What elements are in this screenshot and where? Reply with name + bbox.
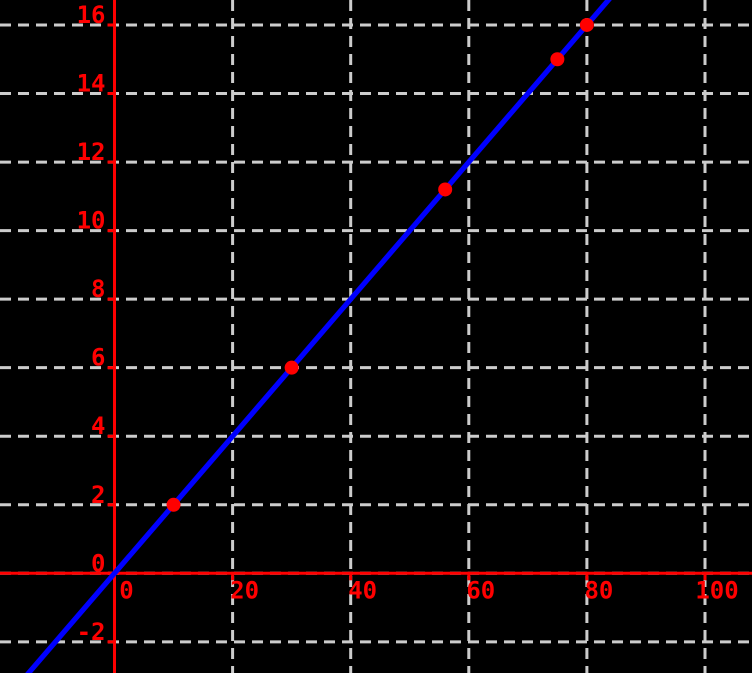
x-tick-label-100: 100 bbox=[695, 576, 738, 604]
y-tick-label-10: 10 bbox=[77, 207, 106, 235]
y-tick-label-2: 2 bbox=[91, 481, 105, 509]
y-tick-label-0: 0 bbox=[91, 549, 105, 577]
data-point-2 bbox=[438, 182, 453, 197]
y-tick-label-12: 12 bbox=[77, 138, 106, 166]
y-tick-label-8: 8 bbox=[91, 275, 105, 303]
x-tick-label-80: 80 bbox=[584, 576, 613, 604]
y-tick-label--2: -2 bbox=[77, 618, 106, 646]
data-point-1 bbox=[284, 360, 299, 375]
data-point-0 bbox=[166, 497, 181, 512]
y-tick-label-6: 6 bbox=[91, 344, 105, 372]
x-tick-label-0: 0 bbox=[119, 576, 133, 604]
y-tick-label-4: 4 bbox=[91, 412, 105, 440]
data-point-4 bbox=[579, 17, 594, 32]
y-tick-label-14: 14 bbox=[77, 70, 106, 98]
data-point-3 bbox=[550, 52, 565, 67]
x-tick-label-60: 60 bbox=[466, 576, 495, 604]
x-tick-label-40: 40 bbox=[348, 576, 377, 604]
y-tick-label-16: 16 bbox=[77, 1, 106, 29]
x-tick-label-20: 20 bbox=[230, 576, 259, 604]
